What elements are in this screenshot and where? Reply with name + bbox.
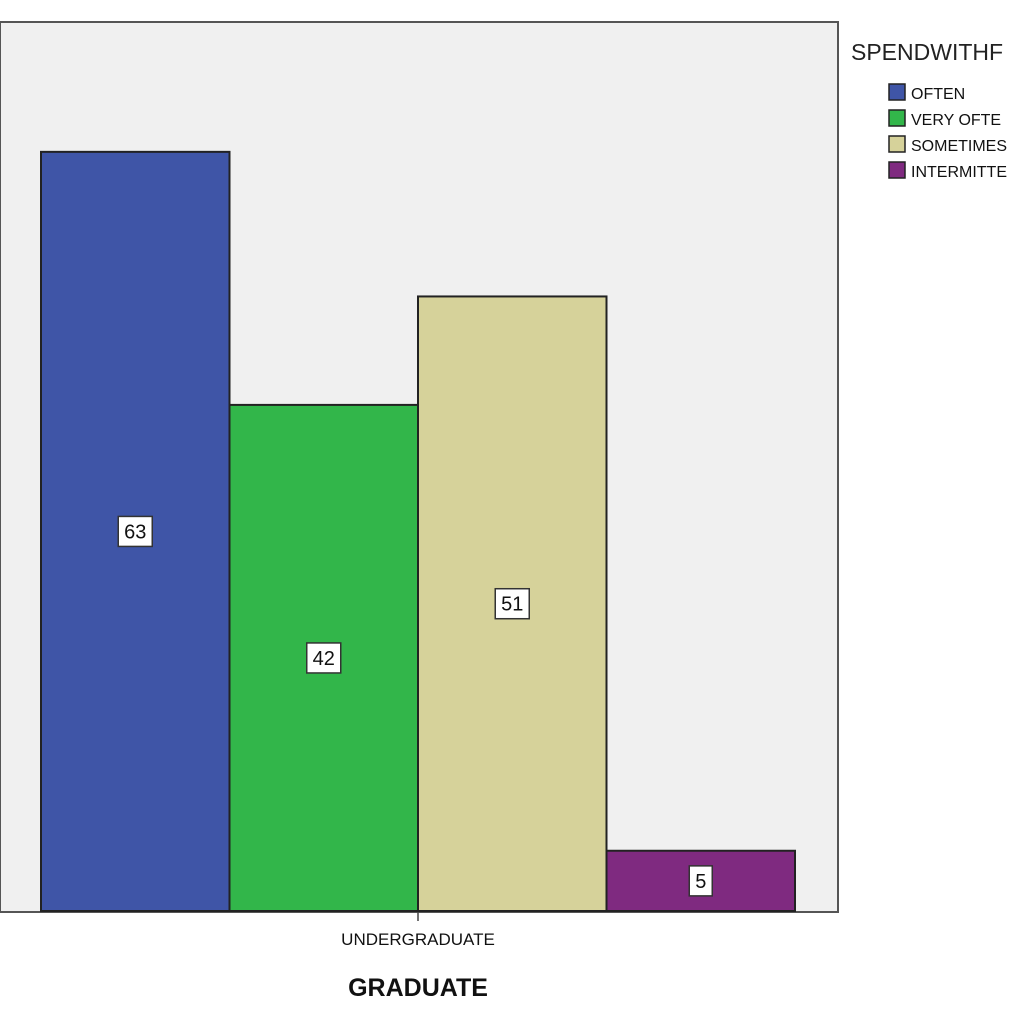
legend-swatch-very-ofte	[888, 109, 906, 127]
value-label-sometimes: 51	[501, 594, 523, 616]
value-label-box-sometimes	[494, 587, 530, 620]
value-label-box-very-ofte	[306, 642, 342, 674]
value-labels-group: 63 42 51 5	[117, 515, 713, 897]
x-axis-title: GRADUATE	[348, 974, 488, 1002]
value-label-often: 63	[124, 521, 146, 543]
legend-label-sometimes: SOMETIMES	[911, 138, 1007, 155]
legend-label-intermitte: INTERMITTE	[911, 164, 1007, 181]
legend-label-very-ofte: VERY OFTE	[911, 112, 1001, 129]
legend-label-often: OFTEN	[911, 86, 965, 103]
value-label-intermitte: 5	[695, 871, 706, 893]
legend-title: SPENDWITHF	[851, 39, 1003, 65]
legend-swatch-intermitte	[888, 161, 906, 179]
value-label-very-ofte: 42	[313, 648, 335, 670]
value-label-box-intermitte	[688, 865, 713, 897]
legend: OFTEN VERY OFTE SOMETIMES INTERMITTE	[888, 83, 1007, 181]
legend-swatch-often	[888, 83, 906, 101]
legend-swatch-sometimes	[888, 135, 906, 153]
value-label-box-often	[117, 515, 153, 548]
x-tick-label: UNDERGRADUATE	[341, 930, 495, 949]
